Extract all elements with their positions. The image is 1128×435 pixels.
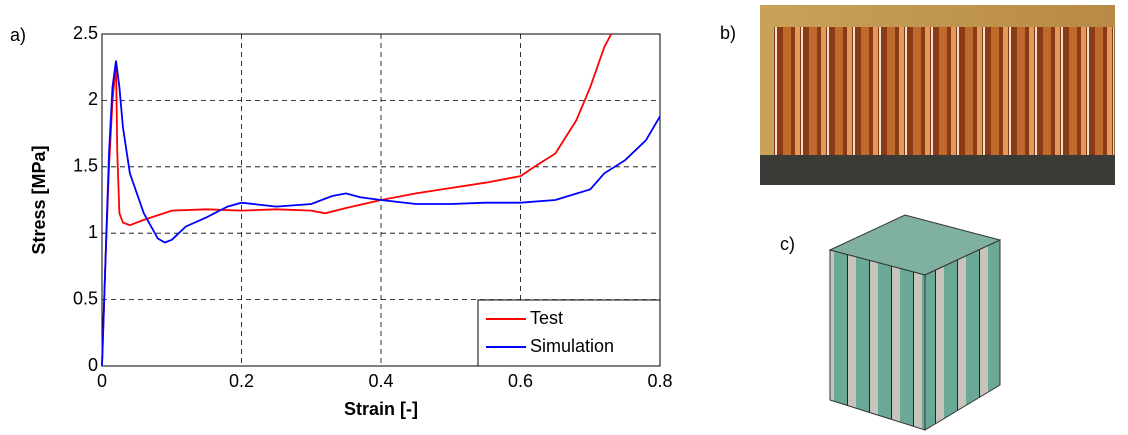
x-tick-label: 0.4	[368, 371, 393, 391]
y-tick-label: 0.5	[73, 288, 98, 308]
x-tick-label: 0.6	[508, 371, 533, 391]
legend-label: Test	[530, 308, 563, 328]
x-tick-label: 0	[97, 371, 107, 391]
honeycomb-model	[828, 214, 1002, 431]
y-tick-label: 1	[88, 222, 98, 242]
x-tick-label: 0.8	[647, 371, 672, 391]
y-tick-label: 1.5	[73, 156, 98, 176]
x-tick-label: 0.2	[229, 371, 254, 391]
line	[101, 60, 661, 367]
x-axis-label: Strain [-]	[344, 399, 418, 419]
line	[101, 33, 612, 367]
legend-box	[477, 299, 661, 367]
photo	[760, 5, 1115, 185]
panel-label: b)	[720, 23, 736, 43]
y-tick-label: 2	[88, 89, 98, 109]
panel-label: a)	[10, 25, 26, 45]
y-tick-label: 0	[88, 355, 98, 375]
legend-label: Simulation	[530, 336, 614, 356]
panel-label: c)	[780, 234, 795, 254]
y-axis-label: Stress [MPa]	[29, 145, 49, 254]
y-tick-label: 2.5	[73, 23, 98, 43]
